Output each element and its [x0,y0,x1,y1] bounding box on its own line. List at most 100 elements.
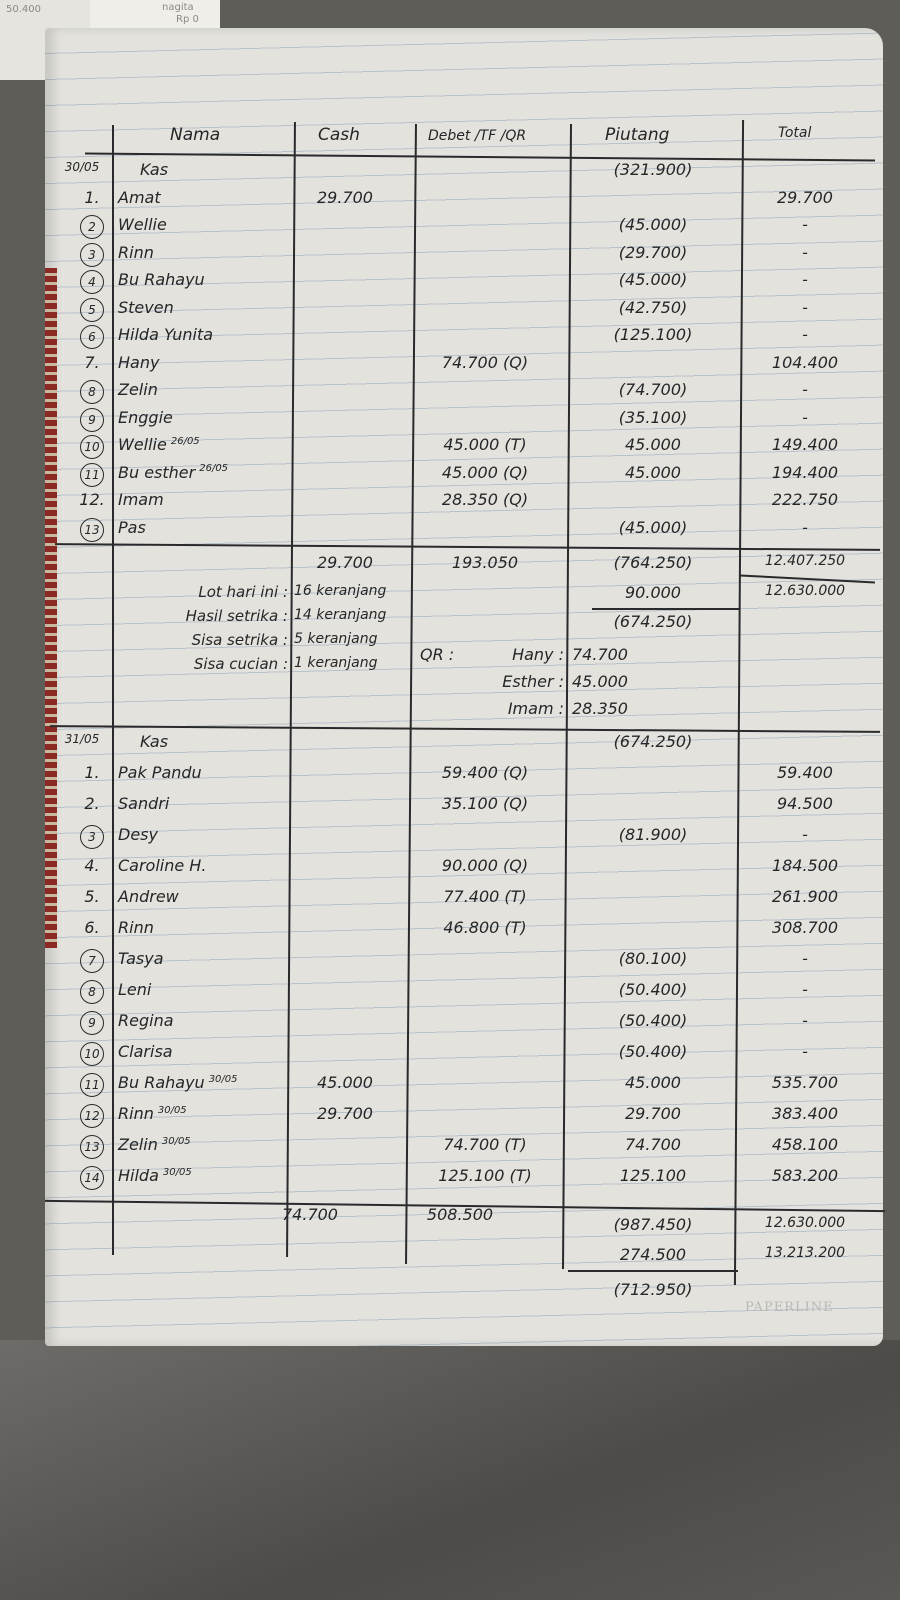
row-number-text: 9 [80,407,104,432]
customer-name-text: Bu Rahayu [118,270,205,289]
row-number: 2. [72,794,112,813]
total-value: - [802,825,808,844]
row-number: 3 [72,825,112,849]
paperline-logo: PAPERLINE [745,1300,834,1315]
customer-name-text: Enggie [118,407,173,427]
debet-value: 77.400 (T) [443,887,527,906]
row-number-text: 2 [80,215,104,239]
total-value: 308.700 [771,918,839,937]
stock-note-value: 16 keranjang [294,583,387,599]
row-number: 12. [72,490,112,509]
total-value: - [802,1011,808,1030]
row-number: 10 [72,435,112,459]
customer-name: Tasya [118,949,164,968]
stock-note-value: 14 keranjang [294,607,387,623]
row-number-text: 5 [80,297,104,322]
customer-name: Clarisa [118,1042,173,1061]
piutang-value: (74.700) [618,380,688,399]
total-value: 583.200 [771,1166,839,1185]
customer-name-text: Amat [118,187,161,207]
customer-name-text: Wellie [118,435,167,454]
adjust-piutang: 274.500 [619,1245,687,1264]
qr-name: Esther : [502,672,564,691]
customer-name: Pas [118,518,146,537]
row-number: 2 [72,215,112,239]
row-number: 13 [72,517,112,542]
adjust-total: 13.213.200 [764,1245,846,1261]
total-debet: 193.050 [451,553,519,572]
row-number: 10 [72,1042,112,1066]
piutang-value: (50.400) [618,980,688,999]
customer-name: Rinn 30/05 [118,1104,187,1123]
row-number: 1. [72,188,112,207]
total-value: 149.400 [771,435,839,454]
row-number-text: 7. [84,352,100,372]
col-header-total: Total [778,125,812,141]
customer-date-note: 26/05 [199,463,229,475]
scrap-text: 50.400 [6,4,41,15]
customer-name: Hilda 30/05 [118,1166,192,1185]
customer-name: Imam [118,490,164,509]
total-value: - [802,380,808,399]
customer-name-text: Sandri [118,794,170,813]
customer-name-text: Desy [118,825,158,844]
row-number: 11 [72,462,112,487]
scrap-text: nagita [162,2,194,13]
stock-note-label: Sisa cucian : [193,655,288,673]
debet-value: 45.000 (T) [443,435,527,454]
piutang-value: (125.100) [613,325,693,344]
row-number-text: 6 [80,325,104,349]
total-value: - [802,407,808,427]
piutang-value: (35.100) [618,407,688,427]
cash-value: 29.700 [317,187,373,207]
customer-name-text: Hilda [118,1166,159,1185]
total-cash: 29.700 [317,553,373,572]
row-number-text: 1. [84,763,100,782]
stock-note-value: 1 keranjang [294,655,378,671]
col-header-cash: Cash [318,125,360,145]
row-number: 13 [72,1135,112,1159]
customer-name: Wellie [118,215,167,234]
customer-name-text: Tasya [118,949,164,968]
total-value: 194.400 [771,462,839,482]
row-number: 14 [72,1166,112,1190]
total-value: - [802,242,808,262]
row-number-text: 7 [80,949,104,973]
total-value: 104.400 [771,352,839,372]
net-piutang: (712.950) [613,1280,693,1299]
customer-name-text: Regina [118,1011,174,1030]
row-number-text: 13 [80,1135,104,1159]
stock-note-label: Hasil setrika : [185,607,288,625]
customer-date-note: 30/05 [157,1104,187,1116]
customer-name-text: Caroline H. [118,856,207,875]
qr-amount: 45.000 [572,672,628,691]
row-number: 11 [72,1073,112,1097]
stock-note-value: 5 keranjang [294,631,378,647]
debet-value: 125.100 (T) [438,1166,532,1185]
piutang-value: (50.400) [618,1011,688,1030]
customer-name: Bu Rahayu 30/05 [118,1073,238,1092]
customer-name: Bu esther 26/05 [118,463,228,482]
entry-date: 31/05 [64,732,100,746]
kas-piutang: (674.250) [613,732,693,751]
customer-date-note: 26/05 [170,435,200,447]
sum-rule [568,1270,738,1272]
total-cash: 74.700 [282,1205,338,1224]
customer-name-text: Pak Pandu [118,763,202,782]
row-number-text: 8 [80,980,104,1004]
customer-name: Steven [118,298,174,317]
column-rule [112,125,114,1255]
debet-value: 74.700 (T) [443,1135,527,1154]
row-number-text: 4 [80,270,104,294]
qr-amount: 74.700 [572,645,628,664]
total-value: 222.750 [771,490,839,509]
row-number-text: 3 [80,825,104,849]
total-total: 12.630.000 [764,1215,846,1231]
piutang-value: (80.100) [618,949,688,968]
total-value: - [802,1042,808,1061]
customer-name-text: Zelin [118,380,158,399]
customer-name: Andrew [118,887,179,906]
row-number-text: 3 [80,242,104,267]
background-fabric [0,1340,900,1600]
total-value: - [802,215,808,234]
